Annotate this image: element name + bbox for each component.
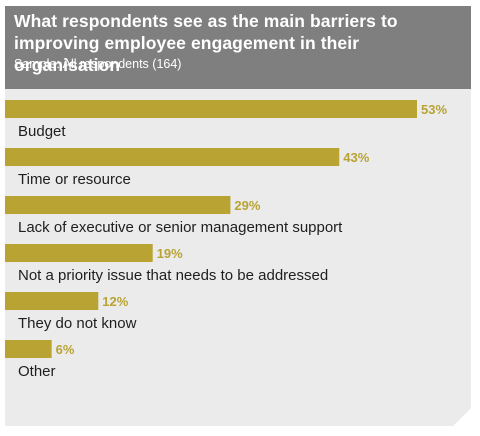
category-label-2: Time or resource (18, 171, 131, 188)
bar-chart: 53% Budget 43% Time or resource 29% Lack of e… (5, 6, 471, 426)
value-label-3: 29% (234, 198, 260, 213)
value-label-2: 43% (343, 150, 369, 165)
value-label-5: 12% (102, 294, 128, 309)
category-label-3: Lack of executive or senior management s… (18, 219, 343, 236)
bar-3 (5, 196, 230, 214)
value-label-6: 6% (56, 342, 75, 357)
category-label-1: Budget (18, 123, 66, 140)
bar-1 (5, 100, 417, 118)
chart-subtitle: Sample: All respondents (164) (14, 57, 182, 71)
chart-card: What respondents see as the main barrier… (5, 6, 471, 426)
value-label-1: 53% (421, 102, 447, 117)
value-label-4: 19% (157, 246, 183, 261)
category-label-4: Not a priority issue that needs to be ad… (18, 267, 328, 284)
bar-5 (5, 292, 98, 310)
bar-4 (5, 244, 153, 262)
category-label-5: They do not know (18, 315, 137, 332)
bar-6 (5, 340, 52, 358)
bar-2 (5, 148, 339, 166)
category-label-6: Other (18, 363, 56, 380)
chart-header: What respondents see as the main barrier… (5, 6, 471, 89)
chart-title: What respondents see as the main barrier… (14, 11, 398, 75)
